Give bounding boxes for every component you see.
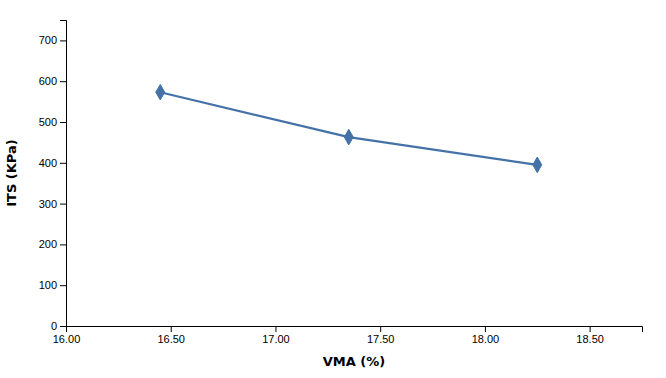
- x-tick-mark: [171, 326, 172, 332]
- x-tick-label: 18.50: [576, 333, 604, 345]
- marker: [344, 129, 353, 145]
- plot: 16.00 16.50 17.00 17.50 18.00 18.50 0 100 200 300…: [39, 21, 643, 345]
- y-tick: 700: [39, 34, 66, 46]
- y-tick-mark: [60, 285, 66, 286]
- y-tick-label: 100: [39, 279, 57, 291]
- marker: [156, 84, 165, 100]
- y-tick-label: 300: [39, 198, 57, 210]
- x-tick-label: 18.00: [472, 333, 500, 345]
- x-tick-label: 16.00: [53, 333, 81, 345]
- y-tick-mark: [60, 122, 66, 123]
- y-tick-mark: [60, 40, 66, 41]
- y-tick-label: 500: [39, 116, 57, 128]
- y-tick: 600: [39, 75, 66, 87]
- y-tick-mark: [60, 204, 66, 205]
- x-axis: 16.00 16.50 17.00 17.50 18.00 18.50: [53, 326, 643, 345]
- chart: 16.00 16.50 17.00 17.50 18.00 18.50 0 100 200 300…: [0, 0, 666, 378]
- x-axis-title: VMA (%): [323, 354, 386, 369]
- x-tick: 18.50: [576, 326, 604, 345]
- y-tick-label: 400: [39, 157, 57, 169]
- y-tick-label: 600: [39, 75, 57, 87]
- y-tick: 200: [39, 238, 66, 250]
- y-tick-label: 0: [51, 320, 57, 332]
- line: [160, 92, 537, 165]
- y-tick-mark: [60, 244, 66, 245]
- x-tick-label: 17.00: [262, 333, 290, 345]
- x-tick: 18.00: [472, 326, 500, 345]
- y-tick: 100: [39, 279, 66, 291]
- y-axis-title: ITS (KPa): [4, 139, 19, 207]
- x-tick: 16.50: [157, 326, 185, 345]
- y-axis: 0 100 200 300 400 500 600 700: [39, 21, 67, 333]
- y-tick-mark: [60, 81, 66, 82]
- x-tick-mark: [275, 326, 276, 332]
- y-tick-label: 700: [39, 34, 57, 46]
- y-tick: 500: [39, 116, 66, 128]
- y-tick-label: 200: [39, 238, 57, 250]
- x-axis-line: [67, 327, 643, 333]
- marker: [533, 157, 542, 173]
- series: [156, 84, 542, 172]
- x-tick-mark: [485, 326, 486, 332]
- x-tick-label: 16.50: [157, 333, 185, 345]
- x-tick-mark: [590, 326, 591, 332]
- y-axis-line: [60, 21, 67, 327]
- y-tick: 400: [39, 157, 66, 169]
- x-tick-mark: [380, 326, 381, 332]
- y-tick-mark: [60, 326, 66, 327]
- x-tick: 17.50: [367, 326, 395, 345]
- y-tick: 0: [51, 320, 66, 332]
- x-tick-label: 17.50: [367, 333, 395, 345]
- y-tick-mark: [60, 163, 66, 164]
- y-tick: 300: [39, 198, 66, 210]
- x-tick: 17.00: [262, 326, 290, 345]
